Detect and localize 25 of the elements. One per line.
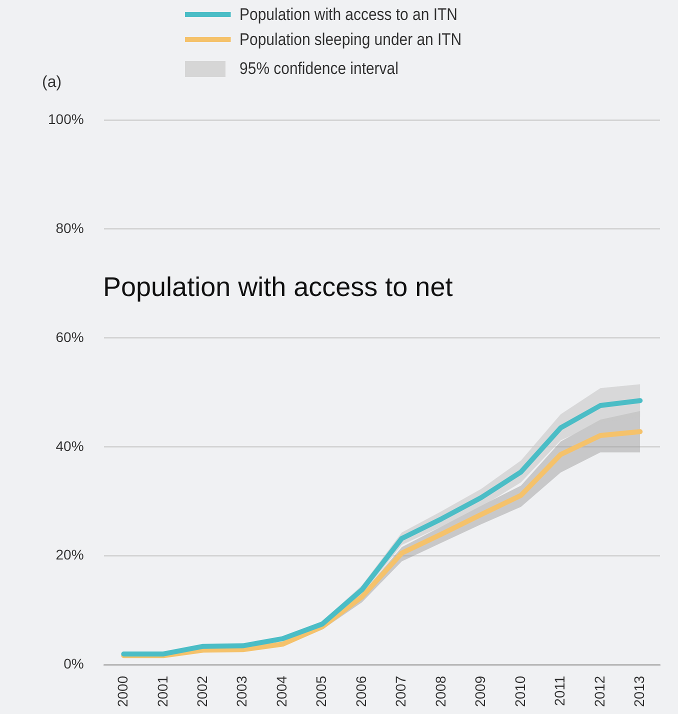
x-tick-label: 2011 [552, 676, 568, 706]
x-tick-label: 2006 [352, 676, 369, 708]
x-tick-label: 2008 [432, 676, 448, 708]
text: (a) [42, 74, 62, 92]
x-tick-label: 2012 [591, 676, 608, 708]
legend-label: Population sleeping under an ITN [240, 30, 462, 50]
x-tick-label: 2000 [114, 676, 131, 708]
x-tick-label: 2010 [512, 676, 528, 708]
y-tick-label: 60% [56, 328, 84, 345]
x-tick-label: 2004 [273, 676, 290, 708]
y-tick-label: 100% [48, 110, 84, 127]
x-tick-label: 2001 [154, 676, 170, 708]
y-tick-label: 80% [56, 220, 84, 236]
x-tick-label: 2002 [194, 676, 210, 708]
x-tick-label: 2009 [472, 676, 488, 708]
x-tick-label: 2003 [234, 676, 250, 708]
text: 95% confidence interval [240, 58, 398, 78]
annotation: Population with access to net [103, 272, 453, 303]
x-tick-label: 2013 [630, 676, 647, 708]
x-tick-label: 2005 [313, 676, 330, 708]
y-tick-label: 40% [56, 438, 84, 454]
y-tick-label: 20% [56, 546, 84, 563]
x-tick-label: 2007 [392, 676, 409, 708]
y-tick-label: 0% [64, 656, 84, 672]
legend-label: Population with access to an ITN [240, 4, 458, 24]
